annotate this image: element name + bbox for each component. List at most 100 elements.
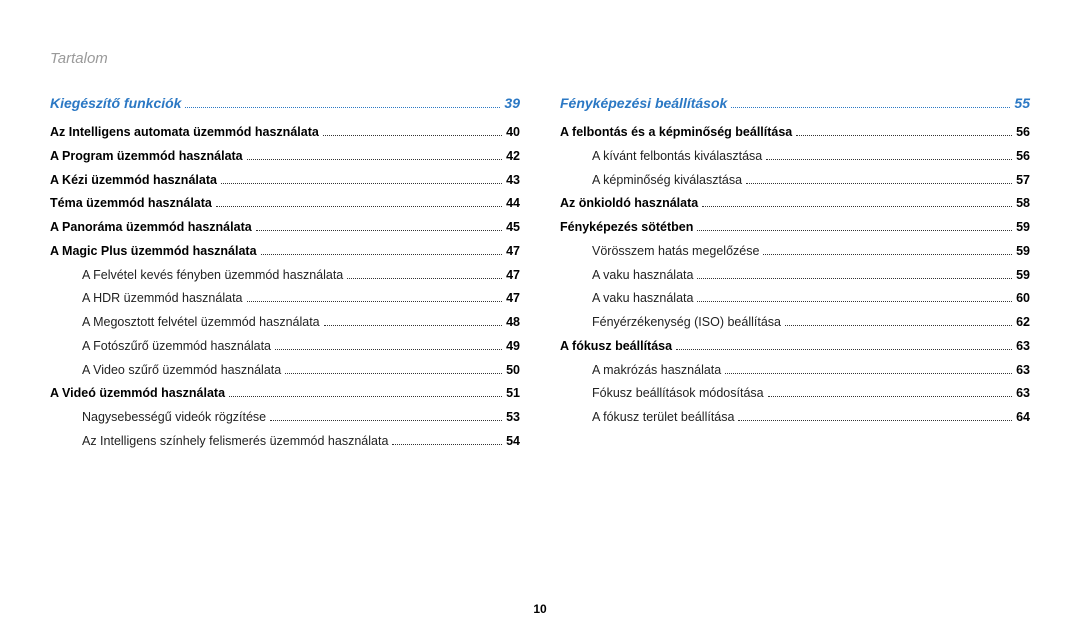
leader-dots (785, 316, 1012, 326)
right-entries: A felbontás és a képminőség beállítása 56… (560, 121, 1030, 430)
toc-entry-label: A Magic Plus üzemmód használata (50, 240, 257, 264)
toc-entry-page: 42 (506, 145, 520, 169)
leader-dots (702, 198, 1012, 208)
toc-entry-label: A Megosztott felvétel üzemmód használata (82, 311, 320, 335)
left-entries: Az Intelligens automata üzemmód használa… (50, 121, 520, 454)
leader-dots (185, 97, 500, 108)
leader-dots (324, 316, 502, 326)
toc-entry[interactable]: Nagysebességű videók rögzítése53 (50, 406, 520, 430)
toc-entry[interactable]: A vaku használata60 (560, 287, 1030, 311)
leader-dots (347, 269, 502, 279)
toc-entry[interactable]: A felbontás és a képminőség beállítása 56 (560, 121, 1030, 145)
leader-dots (768, 388, 1012, 398)
toc-entry-label: A fókusz terület beállítása (592, 406, 734, 430)
toc-entry-page: 47 (506, 264, 520, 288)
toc-entry-page: 48 (506, 311, 520, 335)
toc-entry[interactable]: Az önkioldó használata 58 (560, 192, 1030, 216)
toc-entry-page: 64 (1016, 406, 1030, 430)
toc-entry-page: 51 (506, 382, 520, 406)
leader-dots (247, 150, 502, 160)
toc-entry[interactable]: Vörösszem hatás megelőzése 59 (560, 240, 1030, 264)
toc-entry[interactable]: A fókusz terület beállítása 64 (560, 406, 1030, 430)
toc-entry-page: 63 (1016, 335, 1030, 359)
left-column: Kiegészítő funkciók 39 Az Intelligens au… (50, 95, 520, 454)
page-number: 10 (0, 602, 1080, 616)
page-container: Tartalom Kiegészítő funkciók 39 Az Intel… (0, 0, 1080, 630)
toc-entry[interactable]: Téma üzemmód használata 44 (50, 192, 520, 216)
toc-entry[interactable]: A Felvétel kevés fényben üzemmód használ… (50, 264, 520, 288)
toc-entry-page: 63 (1016, 359, 1030, 383)
leader-dots (697, 293, 1012, 303)
toc-entry-page: 58 (1016, 192, 1030, 216)
toc-entry-page: 54 (506, 430, 520, 454)
toc-entry[interactable]: Fókusz beállítások módosítása63 (560, 382, 1030, 406)
toc-entry-label: A képminőség kiválasztása (592, 169, 742, 193)
leader-dots (323, 126, 502, 136)
toc-entry-label: Fényérzékenység (ISO) beállítása (592, 311, 781, 335)
toc-entry-page: 59 (1016, 264, 1030, 288)
leader-dots (766, 150, 1012, 160)
leader-dots (676, 340, 1012, 350)
toc-entry[interactable]: A HDR üzemmód használata47 (50, 287, 520, 311)
toc-entry[interactable]: Fényérzékenység (ISO) beállítása 62 (560, 311, 1030, 335)
toc-entry-label: Az Intelligens automata üzemmód használa… (50, 121, 319, 145)
toc-entry-page: 59 (1016, 240, 1030, 264)
toc-entry-page: 62 (1016, 311, 1030, 335)
toc-entry[interactable]: A makrózás használata 63 (560, 359, 1030, 383)
toc-entry[interactable]: A vaku használata 59 (560, 264, 1030, 288)
leader-dots (261, 245, 503, 255)
toc-entry[interactable]: A Kézi üzemmód használata43 (50, 169, 520, 193)
toc-entry-page: 57 (1016, 169, 1030, 193)
section-page: 55 (1014, 95, 1030, 111)
toc-entry[interactable]: A kívánt felbontás kiválasztása 56 (560, 145, 1030, 169)
toc-entry-label: A Kézi üzemmód használata (50, 169, 217, 193)
leader-dots (738, 411, 1012, 421)
toc-entry-label: Az Intelligens színhely felismerés üzemm… (82, 430, 388, 454)
toc-entry[interactable]: A Panoráma üzemmód használata 45 (50, 216, 520, 240)
toc-entry[interactable]: A Magic Plus üzemmód használata47 (50, 240, 520, 264)
toc-entry-label: A makrózás használata (592, 359, 721, 383)
toc-entry-page: 49 (506, 335, 520, 359)
toc-entry-label: A vaku használata (592, 264, 693, 288)
leader-dots (392, 435, 502, 445)
toc-entry[interactable]: A Video szűrő üzemmód használata50 (50, 359, 520, 383)
leader-dots (247, 293, 503, 303)
toc-entry[interactable]: A fókusz beállítása63 (560, 335, 1030, 359)
toc-entry-label: A Fotószűrő üzemmód használata (82, 335, 271, 359)
toc-entry-label: A vaku használata (592, 287, 693, 311)
toc-entry[interactable]: Az Intelligens automata üzemmód használa… (50, 121, 520, 145)
toc-entry-page: 53 (506, 406, 520, 430)
toc-entry[interactable]: Fényképezés sötétben59 (560, 216, 1030, 240)
toc-entry-label: Az önkioldó használata (560, 192, 698, 216)
toc-entry[interactable]: A képminőség kiválasztása 57 (560, 169, 1030, 193)
toc-entry-label: A kívánt felbontás kiválasztása (592, 145, 762, 169)
leader-dots (746, 174, 1012, 184)
toc-entry-label: A Felvétel kevés fényben üzemmód használ… (82, 264, 343, 288)
toc-entry-label: Téma üzemmód használata (50, 192, 212, 216)
leader-dots (731, 97, 1010, 108)
toc-entry-page: 45 (506, 216, 520, 240)
toc-entry-page: 44 (506, 192, 520, 216)
toc-entry[interactable]: A Fotószűrő üzemmód használata 49 (50, 335, 520, 359)
toc-entry-label: A Videó üzemmód használata (50, 382, 225, 406)
toc-entry[interactable]: Az Intelligens színhely felismerés üzemm… (50, 430, 520, 454)
toc-entry-page: 56 (1016, 145, 1030, 169)
toc-entry[interactable]: A Megosztott felvétel üzemmód használata… (50, 311, 520, 335)
toc-entry-label: Vörösszem hatás megelőzése (592, 240, 759, 264)
toc-entry-page: 56 (1016, 121, 1030, 145)
section-page: 39 (504, 95, 520, 111)
toc-entry[interactable]: A Program üzemmód használata42 (50, 145, 520, 169)
toc-entry-page: 47 (506, 287, 520, 311)
leader-dots (221, 174, 502, 184)
toc-entry[interactable]: A Videó üzemmód használata 51 (50, 382, 520, 406)
leader-dots (796, 126, 1012, 136)
section-heading-left[interactable]: Kiegészítő funkciók 39 (50, 95, 520, 111)
section-heading-right[interactable]: Fényképezési beállítások 55 (560, 95, 1030, 111)
toc-entry-label: A felbontás és a képminőség beállítása (560, 121, 792, 145)
toc-columns: Kiegészítő funkciók 39 Az Intelligens au… (50, 95, 1030, 454)
toc-entry-label: A Panoráma üzemmód használata (50, 216, 252, 240)
toc-entry-page: 40 (506, 121, 520, 145)
leader-dots (725, 364, 1012, 374)
toc-entry-page: 63 (1016, 382, 1030, 406)
leader-dots (285, 364, 502, 374)
